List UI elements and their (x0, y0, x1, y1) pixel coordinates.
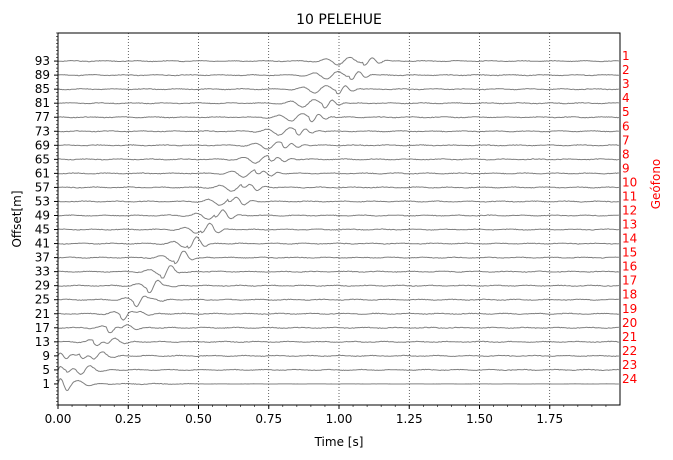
trace-49 (58, 209, 619, 220)
trace-33 (57, 265, 620, 279)
trace-5 (57, 365, 620, 375)
trace-17 (57, 324, 619, 334)
geophone-label: 2 (622, 63, 630, 77)
trace-73 (57, 127, 619, 136)
trace-41 (57, 236, 620, 249)
y-tick-label: 21 (35, 307, 50, 321)
chart-title: 10 PELEHUE (296, 12, 382, 28)
geophone-label: 6 (622, 119, 630, 133)
y-tick-label: 5 (42, 363, 50, 377)
trace-21 (57, 310, 619, 321)
geophone-label: 21 (622, 330, 637, 344)
trace-69 (57, 141, 619, 150)
y-tick-label: 45 (35, 223, 50, 237)
geophone-label: 5 (622, 105, 630, 119)
trace-89 (57, 70, 620, 80)
y-tick-label: 41 (35, 237, 50, 251)
x-tick-label: 0.50 (185, 412, 212, 426)
trace-9 (57, 351, 619, 360)
trace-45 (57, 222, 619, 234)
trace-layer (57, 56, 620, 392)
y-tick-label: 25 (35, 293, 50, 307)
geophone-label: 16 (622, 260, 637, 274)
geophone-label: 12 (622, 203, 637, 217)
geophone-label: 7 (622, 133, 630, 147)
y-tick-label: 85 (35, 82, 50, 96)
trace-53 (58, 196, 619, 206)
x-tick-label: 0.00 (45, 412, 72, 426)
geophone-label: 1 (622, 49, 630, 63)
y-tick-label: 13 (35, 335, 50, 349)
geophone-label: 10 (622, 175, 637, 189)
y-tick-label: 37 (35, 251, 50, 265)
y-tick-label: 81 (35, 96, 50, 110)
trace-81 (57, 99, 620, 109)
geophone-label: 19 (622, 302, 637, 316)
x-tick-label: 1.50 (466, 412, 493, 426)
trace-1 (57, 378, 619, 392)
geophone-label: 4 (622, 91, 630, 105)
y-tick-label: 93 (35, 54, 50, 68)
y-tick-label: 9 (42, 349, 50, 363)
trace-29 (57, 279, 620, 294)
grid-layer (127, 33, 551, 405)
y-tick-label: 17 (35, 321, 50, 335)
y-tick-label: 33 (35, 265, 50, 279)
geophone-label: 8 (622, 147, 630, 161)
y-tick-label: 29 (35, 279, 50, 293)
y-tick-label: 53 (35, 194, 50, 208)
geophone-label: 18 (622, 288, 637, 302)
x-tick-label: 1.00 (326, 412, 353, 426)
geophone-label: 13 (622, 218, 637, 232)
trace-25 (57, 295, 619, 308)
geophone-label: 23 (622, 358, 637, 372)
trace-13 (57, 337, 619, 347)
geophone-label: 14 (622, 232, 637, 246)
geophone-label: 22 (622, 344, 637, 358)
trace-57 (57, 183, 619, 192)
y-tick-label: 57 (35, 180, 50, 194)
geophone-label: 3 (622, 77, 630, 91)
geophone-label: 15 (622, 246, 637, 260)
trace-85 (57, 85, 620, 95)
y-axis-label: Offset[m] (10, 190, 24, 247)
y-tick-label: 69 (35, 138, 50, 152)
trace-65 (57, 154, 620, 164)
y-tick-label: 77 (35, 110, 50, 124)
y-tick-label: 49 (35, 208, 50, 222)
trace-77 (57, 113, 620, 123)
geophone-label: 11 (622, 189, 637, 203)
trace-61 (57, 169, 619, 178)
geophone-label: 24 (622, 372, 637, 386)
geophone-label: 17 (622, 274, 637, 288)
y-tick-label: 89 (35, 68, 50, 82)
geophone-label: 9 (622, 161, 630, 175)
y-tick-label: 65 (35, 152, 50, 166)
y-tick-label: 73 (35, 124, 50, 138)
geophone-label: 20 (622, 316, 637, 330)
y-tick-label: 61 (35, 166, 50, 180)
x-tick-label: 0.25 (115, 412, 142, 426)
x-axis-label: Time [s] (314, 435, 364, 449)
x-tick-label: 1.75 (536, 412, 563, 426)
trace-37 (57, 250, 619, 265)
x-tick-label: 0.75 (255, 412, 282, 426)
geophone-axis-label: Geófono (649, 159, 663, 210)
x-tick-label: 1.25 (396, 412, 423, 426)
y-tick-label: 1 (42, 377, 50, 391)
trace-93 (57, 56, 619, 66)
